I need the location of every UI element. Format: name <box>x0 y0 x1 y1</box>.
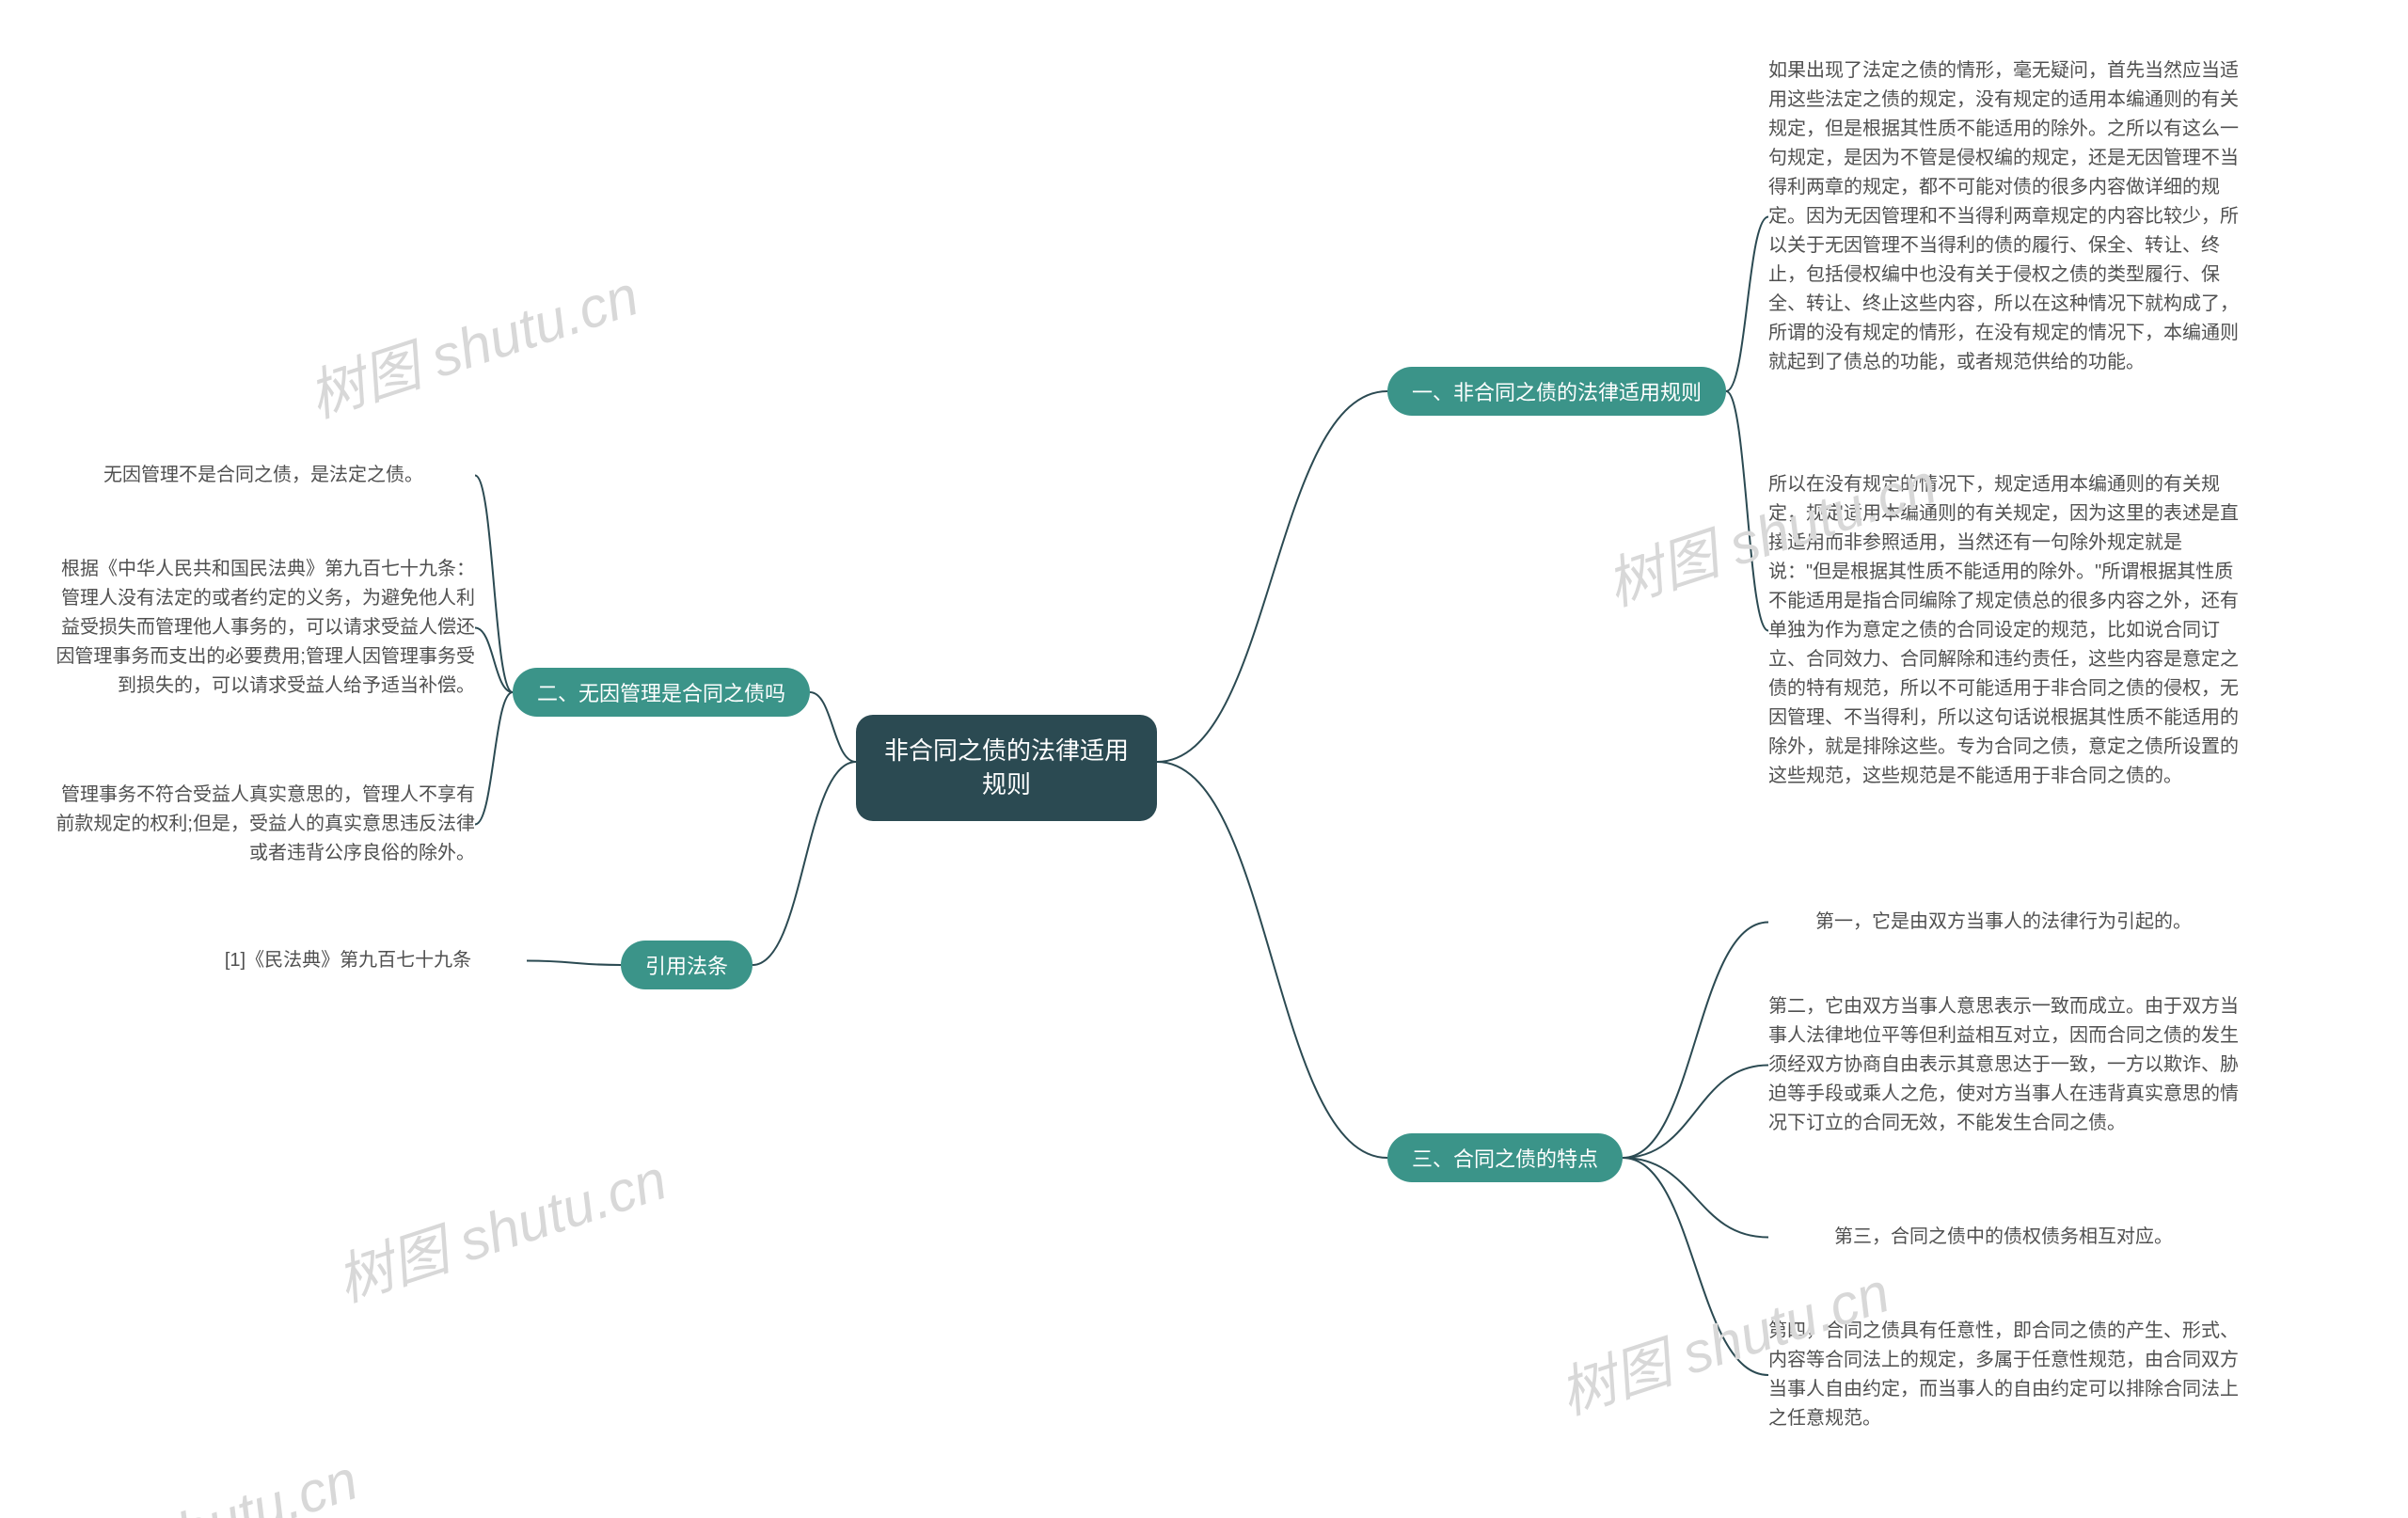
branch-b4: 引用法条 <box>621 941 752 989</box>
leaf-b2l3: 管理事务不符合受益人真实意思的，管理人不享有前款规定的权利;但是，受益人的真实意… <box>52 781 475 868</box>
root-label: 非合同之债的法律适用规则 <box>882 734 1131 802</box>
leaf-b3l2: 第二，它由双方当事人意思表示一致而成立。由于双方当事人法律地位平等但利益相互对立… <box>1768 992 2239 1138</box>
watermark-0: 树图 shutu.cn <box>296 250 647 434</box>
leaf-b3l4: 第四，合同之债具有任意性，即合同之债的产生、形式、内容等合同法上的规定，多属于任… <box>1768 1317 2239 1433</box>
leaf-b1l2: 所以在没有规定的情况下，规定适用本编通则的有关规定，规定适用本编通则的有关规定，… <box>1768 470 2239 791</box>
leaf-b2l1: 无因管理不是合同之债，是法定之债。 <box>52 461 475 490</box>
leaf-b1l1: 如果出现了法定之债的情形，毫无疑问，首先当然应当适用这些法定之债的规定，没有规定… <box>1768 56 2239 377</box>
leaf-b4l1: [1]《民法典》第九百七十九条 <box>169 946 527 975</box>
root-node: 非合同之债的法律适用规则 <box>856 715 1157 821</box>
branch-b3: 三、合同之债的特点 <box>1387 1133 1623 1182</box>
leaf-b2l2: 根据《中华人民共和国民法典》第九百七十九条：管理人没有法定的或者约定的义务，为避… <box>52 555 475 701</box>
leaf-b3l1: 第一，它是由双方当事人的法律行为引起的。 <box>1768 908 2239 937</box>
watermark-4: 图 shutu.cn <box>70 1434 367 1518</box>
branch-label-b3: 三、合同之债的特点 <box>1412 1143 1598 1173</box>
branch-b1: 一、非合同之债的法律适用规则 <box>1387 367 1726 416</box>
branch-label-b1: 一、非合同之债的法律适用规则 <box>1412 376 1702 406</box>
leaf-b3l3: 第三，合同之债中的债权债务相互对应。 <box>1768 1223 2239 1252</box>
branch-b2: 二、无因管理是合同之债吗 <box>513 668 810 717</box>
watermark-2: 树图 shutu.cn <box>325 1134 675 1318</box>
branch-label-b2: 二、无因管理是合同之债吗 <box>537 677 785 707</box>
branch-label-b4: 引用法条 <box>645 950 728 980</box>
